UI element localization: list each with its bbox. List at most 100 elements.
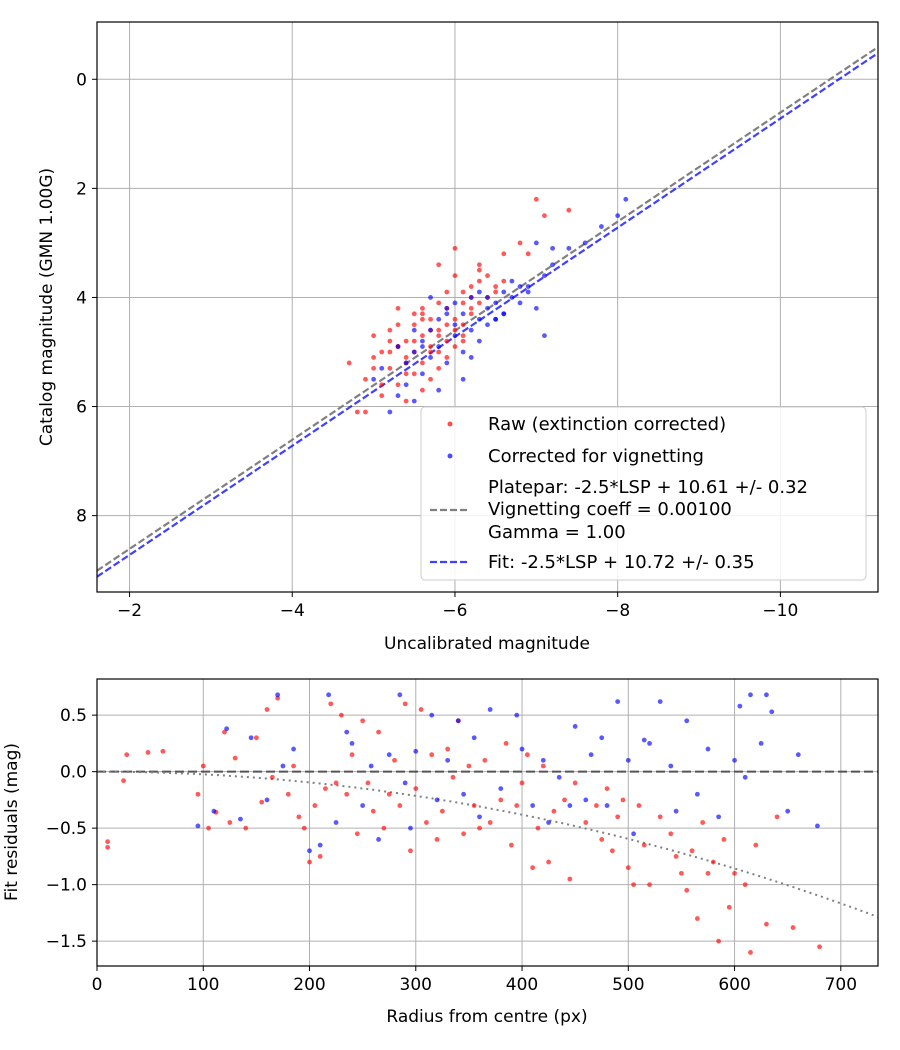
bottom-raw-point — [673, 853, 679, 859]
bottom-raw-point — [259, 799, 265, 805]
bottom-corrected-point — [461, 791, 466, 797]
bottom-x-axis-label: Radius from centre (px) — [386, 1007, 587, 1027]
top-raw-point — [371, 365, 377, 371]
bottom-raw-point — [264, 707, 270, 712]
top-raw-point — [476, 278, 482, 284]
bottom-corrected-point — [641, 737, 647, 743]
bottom-corrected-point — [540, 757, 546, 763]
bottom-axes-frame — [96, 678, 879, 967]
top-raw-point — [411, 322, 417, 328]
bottom-reference-lines — [97, 770, 878, 918]
top-raw-point — [436, 300, 442, 306]
bottom-raw-point — [471, 803, 477, 808]
top-corrected-point — [542, 273, 547, 279]
bottom-x-tick-label: 500 — [612, 975, 644, 995]
top-scatter-points — [346, 196, 629, 415]
bottom-raw-point — [625, 865, 631, 871]
top-corrected-point — [460, 349, 466, 355]
top-corrected-point — [493, 300, 499, 306]
top-raw-point — [354, 409, 360, 415]
bottom-raw-point — [227, 820, 233, 825]
bottom-corrected-point — [445, 757, 451, 763]
top-x-tick-label: −2 — [117, 601, 142, 621]
bottom-raw-point — [408, 848, 413, 854]
top-raw-point — [468, 311, 474, 317]
bottom-raw-point — [291, 763, 296, 769]
top-corrected-point — [525, 289, 531, 295]
top-corrected-point — [517, 284, 523, 289]
bottom-corrected-point — [785, 808, 791, 814]
top-corrected-point — [476, 316, 482, 322]
top-corrected-point — [460, 311, 466, 317]
bottom-raw-point — [195, 791, 201, 797]
top-raw-point — [444, 355, 450, 360]
top-raw-point — [476, 262, 482, 268]
bottom-y-tick-label: 0.5 — [60, 706, 87, 726]
bottom-vignetting-curve — [97, 770, 878, 918]
bottom-raw-point — [434, 837, 440, 842]
bottom-corrected-point — [546, 820, 551, 825]
top-corrected-point — [566, 245, 572, 251]
top-fit-line — [97, 52, 878, 578]
bottom-raw-point — [689, 848, 695, 854]
bottom-raw-point — [700, 820, 706, 825]
top-raw-point — [468, 284, 474, 289]
bottom-raw-point — [572, 780, 578, 786]
bottom-corrected-point — [471, 735, 477, 741]
legend-platepar-label: Platepar: -2.5*LSP + 10.61 +/- 0.32 — [488, 477, 808, 498]
bottom-y-tick-label: −1.5 — [46, 932, 87, 952]
bottom-raw-point — [317, 853, 323, 859]
bottom-raw-point — [503, 741, 509, 746]
bottom-raw-point — [710, 859, 716, 865]
bottom-corrected-point — [625, 757, 631, 763]
top-raw-point — [501, 251, 507, 257]
top-corrected-point — [444, 305, 450, 311]
bottom-corrected-point — [583, 797, 589, 803]
bottom-corrected-point — [224, 726, 230, 732]
top-corrected-point — [525, 284, 531, 289]
bottom-corrected-point — [344, 729, 350, 735]
top-raw-point — [403, 355, 409, 360]
top-raw-point — [395, 382, 401, 388]
bottom-raw-point — [509, 842, 514, 848]
bottom-corrected-point — [326, 692, 332, 698]
top-corrected-point — [411, 327, 417, 333]
bottom-raw-point — [418, 707, 424, 712]
bottom-raw-point — [748, 950, 753, 955]
bottom-raw-point — [546, 859, 551, 865]
top-raw-point — [501, 278, 507, 284]
top-corrected-point — [420, 344, 425, 349]
top-corrected-point — [550, 262, 555, 268]
top-corrected-point — [485, 295, 490, 300]
bottom-corrected-point — [238, 816, 243, 822]
top-raw-point — [444, 338, 450, 344]
bottom-raw-point — [753, 842, 759, 848]
top-corrected-point — [403, 382, 409, 388]
top-corrected-point — [403, 360, 409, 366]
top-corrected-point — [517, 300, 523, 306]
top-corrected-point — [444, 360, 450, 366]
top-corrected-point — [420, 338, 425, 344]
bottom-corrected-point — [604, 803, 610, 808]
bottom-raw-point — [535, 825, 541, 831]
bottom-raw-point — [721, 837, 727, 842]
legend-corrected-label: Corrected for vignetting — [488, 446, 704, 467]
bottom-corrected-point — [434, 797, 440, 803]
top-raw-point — [493, 289, 499, 295]
bottom-raw-point — [296, 814, 302, 820]
bottom-raw-point — [567, 876, 573, 882]
bottom-corrected-point — [275, 692, 281, 698]
top-raw-point — [566, 207, 572, 213]
bottom-raw-point — [594, 803, 599, 808]
bottom-raw-point — [349, 752, 355, 758]
top-raw-point — [460, 338, 466, 344]
top-corrected-point — [468, 355, 474, 360]
bottom-corrected-point — [716, 814, 722, 820]
top-y-tick-label: 2 — [76, 179, 87, 199]
top-corrected-point — [428, 355, 433, 360]
bottom-raw-point — [269, 774, 275, 780]
top-corrected-point — [501, 311, 507, 317]
bottom-raw-point — [705, 870, 711, 876]
bottom-y-tick-label: 0.0 — [60, 763, 87, 783]
top-raw-point — [460, 300, 466, 306]
